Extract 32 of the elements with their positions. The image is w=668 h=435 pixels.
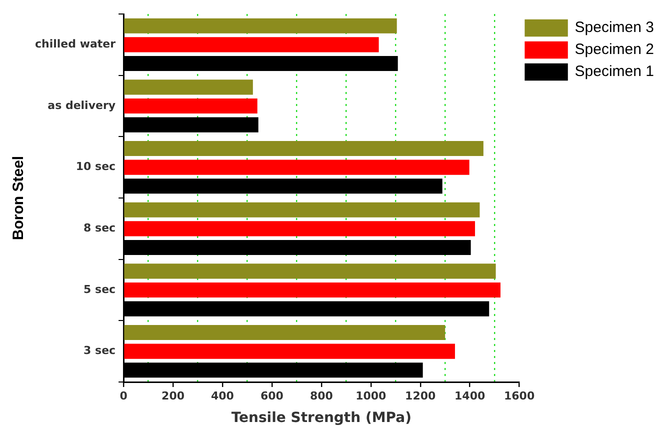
x-tick-label: 1400 bbox=[454, 389, 486, 402]
x-tick-label: 800 bbox=[310, 389, 334, 402]
legend-label: Specimen 1 bbox=[574, 63, 654, 80]
bar bbox=[124, 202, 480, 218]
bar bbox=[124, 264, 496, 279]
bar bbox=[124, 282, 500, 298]
y-axis-title: Boron Steel bbox=[10, 156, 28, 240]
bar bbox=[124, 80, 253, 95]
legend-label: Specimen 3 bbox=[574, 19, 654, 36]
x-tick-label: 1600 bbox=[504, 389, 535, 402]
bar bbox=[124, 98, 258, 114]
x-tick-label: 1200 bbox=[405, 389, 436, 402]
bar bbox=[124, 221, 476, 236]
y-tick-label: 10 sec bbox=[76, 160, 116, 174]
y-tick-label: 8 sec bbox=[84, 222, 116, 235]
x-tick-label: 200 bbox=[162, 389, 185, 402]
y-tick-label: as delivery bbox=[48, 98, 116, 112]
legend-label: Specimen 2 bbox=[574, 41, 654, 58]
y-tick-label: 3 sec bbox=[84, 344, 116, 358]
y-tick-label: chilled water bbox=[34, 38, 116, 51]
bar bbox=[124, 325, 446, 340]
x-axis-title: Tensile Strength (MPa) bbox=[231, 410, 412, 426]
bar bbox=[124, 141, 484, 156]
x-tick-label: 1000 bbox=[356, 389, 387, 402]
y-tick-label: 5 sec bbox=[84, 282, 116, 296]
x-tick-label: 400 bbox=[211, 389, 234, 402]
x-tick-label: 600 bbox=[260, 389, 284, 402]
bar bbox=[124, 18, 397, 34]
x-tick-label: 0 bbox=[120, 389, 128, 402]
bar bbox=[124, 37, 379, 52]
bar bbox=[124, 344, 455, 359]
bar bbox=[124, 160, 470, 175]
